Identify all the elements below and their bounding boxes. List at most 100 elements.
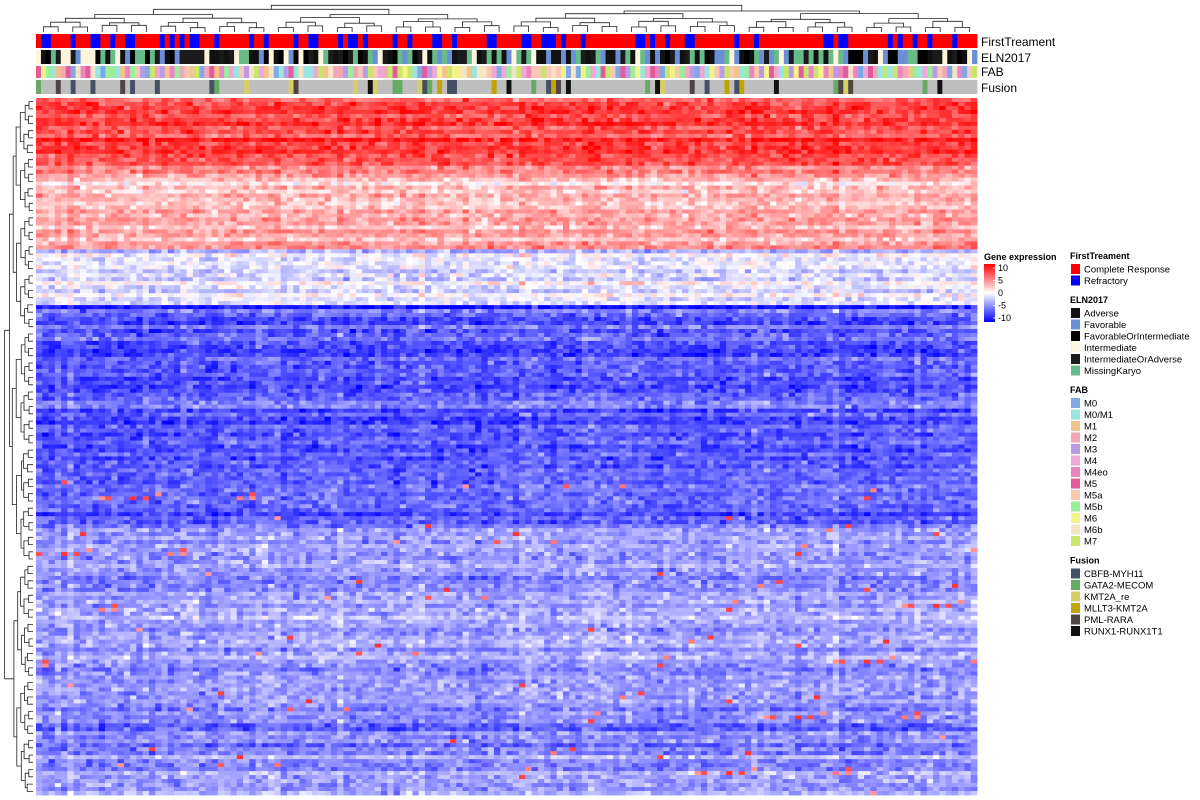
annotation-cell xyxy=(858,50,863,64)
heatmap-cell xyxy=(86,114,93,118)
heatmap-cell xyxy=(626,178,633,182)
heatmap-cell xyxy=(870,102,877,106)
heatmap-cell xyxy=(281,198,288,202)
annotation-cell xyxy=(586,34,591,48)
heatmap-cell xyxy=(325,178,332,182)
heatmap-cell xyxy=(550,114,557,118)
heatmap-cell xyxy=(632,126,639,130)
heatmap-cell xyxy=(682,182,689,186)
annotation-cell xyxy=(407,66,412,78)
heatmap-cell xyxy=(243,98,250,102)
annotation-cell xyxy=(120,50,125,64)
heatmap-cell xyxy=(826,190,833,194)
heatmap-cell xyxy=(237,194,244,198)
heatmap-cell xyxy=(895,110,902,114)
heatmap-cell xyxy=(174,198,181,202)
heatmap-cell xyxy=(889,158,896,162)
annotation-cell xyxy=(338,66,343,78)
heatmap-cell xyxy=(337,110,344,114)
heatmap-cell xyxy=(588,158,595,162)
heatmap-cell xyxy=(883,162,890,166)
heatmap-cell xyxy=(431,138,438,142)
heatmap-cell xyxy=(274,138,281,142)
heatmap-cell xyxy=(469,174,476,178)
heatmap-cell xyxy=(450,138,457,142)
heatmap-cell xyxy=(688,198,695,202)
heatmap-cell xyxy=(732,126,739,130)
heatmap-cell xyxy=(500,114,507,118)
heatmap-cell xyxy=(274,162,281,166)
heatmap-cell xyxy=(469,130,476,134)
heatmap-cell xyxy=(212,182,219,186)
annotation-cell xyxy=(115,80,120,94)
heatmap-cell xyxy=(638,158,645,162)
annotation-cell xyxy=(521,50,526,64)
heatmap-cell xyxy=(795,174,802,178)
heatmap-cell xyxy=(964,138,971,142)
heatmap-cell xyxy=(544,162,551,166)
heatmap-cell xyxy=(971,106,978,110)
dendrogram-branch xyxy=(27,145,33,152)
heatmap-cell xyxy=(500,194,507,198)
heatmap-cell xyxy=(908,170,915,174)
heatmap-cell xyxy=(933,150,940,154)
heatmap-cell xyxy=(218,194,225,198)
annotation-cell xyxy=(819,80,824,94)
heatmap-cell xyxy=(92,150,99,154)
heatmap-cell xyxy=(42,146,49,150)
heatmap-cell xyxy=(670,198,677,202)
heatmap-cell xyxy=(607,162,614,166)
heatmap-cell xyxy=(964,178,971,182)
heatmap-cell xyxy=(61,138,68,142)
heatmap-cell xyxy=(306,134,313,138)
heatmap-cell xyxy=(318,146,325,150)
heatmap-cell xyxy=(657,102,664,106)
annotation-cell xyxy=(214,66,219,78)
annotation-cell xyxy=(888,34,893,48)
heatmap-cell xyxy=(701,134,708,138)
heatmap-cell xyxy=(80,106,87,110)
dendrogram-branch xyxy=(43,27,58,32)
heatmap-cell xyxy=(895,150,902,154)
heatmap-cell xyxy=(513,154,520,158)
heatmap-cell xyxy=(387,178,394,182)
heatmap-cell xyxy=(168,178,175,182)
heatmap-cell xyxy=(626,142,633,146)
heatmap-cell xyxy=(607,174,614,178)
annotation-cell xyxy=(105,34,110,48)
heatmap-cell xyxy=(839,190,846,194)
heatmap-cell xyxy=(757,174,764,178)
heatmap-cell xyxy=(776,198,783,202)
heatmap-cell xyxy=(619,170,626,174)
heatmap-cell xyxy=(739,202,746,206)
annotation-cell xyxy=(883,50,888,64)
heatmap-cell xyxy=(161,190,168,194)
heatmap-cell xyxy=(243,102,250,106)
heatmap-cell xyxy=(36,138,43,142)
heatmap-cell xyxy=(243,202,250,206)
heatmap-cell xyxy=(205,170,212,174)
heatmap-cell xyxy=(770,130,777,134)
heatmap-cell xyxy=(337,194,344,198)
heatmap-cell xyxy=(795,158,802,162)
heatmap-cell xyxy=(914,170,921,174)
heatmap-cell xyxy=(49,166,56,170)
heatmap-cell xyxy=(663,122,670,126)
heatmap-cell xyxy=(619,118,626,122)
heatmap-cell xyxy=(86,166,93,170)
heatmap-cell xyxy=(645,174,652,178)
dendrogram-branch xyxy=(28,508,33,515)
annotation-cell xyxy=(655,66,660,78)
heatmap-cell xyxy=(450,166,457,170)
heatmap-cell xyxy=(557,118,564,122)
heatmap-cell xyxy=(839,154,846,158)
heatmap-cell xyxy=(651,142,658,146)
heatmap-cell xyxy=(870,138,877,142)
heatmap-cell xyxy=(839,102,846,106)
heatmap-cell xyxy=(601,106,608,110)
heatmap-cell xyxy=(394,114,401,118)
annotation-cell xyxy=(209,34,214,48)
heatmap-cell xyxy=(626,126,633,130)
heatmap-cell xyxy=(619,198,626,202)
heatmap-cell xyxy=(42,106,49,110)
